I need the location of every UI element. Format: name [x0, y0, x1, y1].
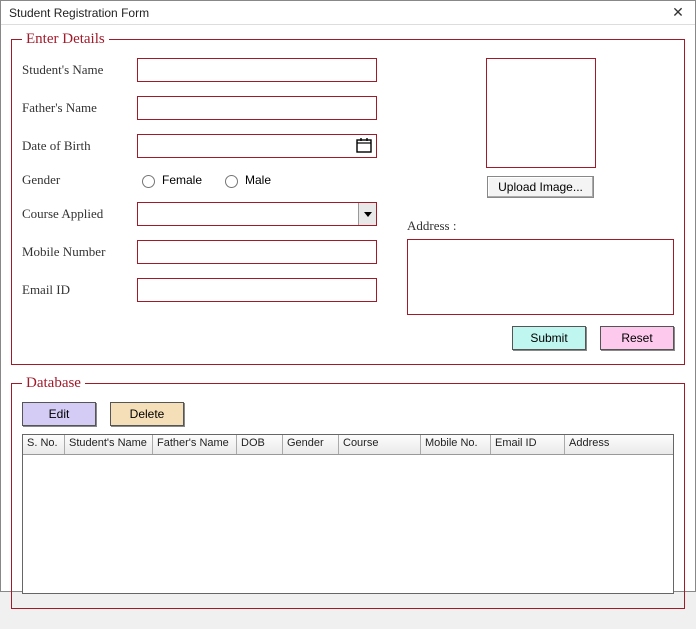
- course-combo[interactable]: [137, 202, 377, 226]
- reset-button[interactable]: Reset: [600, 326, 674, 350]
- database-legend: Database: [22, 375, 85, 392]
- gender-female-option[interactable]: Female: [137, 172, 202, 188]
- gender-female-radio[interactable]: [142, 175, 155, 188]
- dob-input[interactable]: [137, 134, 377, 158]
- col-father-name[interactable]: Father's Name: [153, 435, 237, 454]
- mobile-input[interactable]: [137, 240, 377, 264]
- calendar-icon[interactable]: [355, 136, 373, 154]
- edit-button[interactable]: Edit: [22, 402, 96, 426]
- grid-header: S. No. Student's Name Father's Name DOB …: [23, 435, 673, 455]
- photo-preview: [486, 58, 596, 168]
- course-label: Course Applied: [22, 206, 137, 222]
- content-area: Enter Details Student's Name Father's Na…: [1, 25, 695, 629]
- window-frame: Student Registration Form ✕ Enter Detail…: [0, 0, 696, 592]
- student-name-input[interactable]: [137, 58, 377, 82]
- father-name-input[interactable]: [137, 96, 377, 120]
- email-label: Email ID: [22, 282, 137, 298]
- gender-male-label: Male: [245, 173, 271, 187]
- photo-address-column: Upload Image... Address :: [407, 58, 674, 318]
- student-name-label: Student's Name: [22, 62, 137, 78]
- gender-label: Gender: [22, 172, 137, 188]
- address-textarea[interactable]: [407, 239, 674, 315]
- email-input[interactable]: [137, 278, 377, 302]
- col-course[interactable]: Course: [339, 435, 421, 454]
- database-group: Database Edit Delete S. No. Student's Na…: [11, 375, 685, 609]
- col-sno[interactable]: S. No.: [23, 435, 65, 454]
- col-student-name[interactable]: Student's Name: [65, 435, 153, 454]
- enter-details-group: Enter Details Student's Name Father's Na…: [11, 31, 685, 365]
- enter-details-legend: Enter Details: [22, 31, 109, 48]
- col-gender[interactable]: Gender: [283, 435, 339, 454]
- submit-button[interactable]: Submit: [512, 326, 586, 350]
- col-dob[interactable]: DOB: [237, 435, 283, 454]
- father-name-label: Father's Name: [22, 100, 137, 116]
- grid-body: [23, 455, 673, 594]
- col-mobile[interactable]: Mobile No.: [421, 435, 491, 454]
- mobile-label: Mobile Number: [22, 244, 137, 260]
- delete-button[interactable]: Delete: [110, 402, 184, 426]
- gender-male-radio[interactable]: [225, 175, 238, 188]
- combo-dropdown-icon[interactable]: [358, 203, 376, 225]
- gender-male-option[interactable]: Male: [220, 172, 271, 188]
- dob-label: Date of Birth: [22, 138, 137, 154]
- gender-female-label: Female: [162, 173, 202, 187]
- data-grid[interactable]: S. No. Student's Name Father's Name DOB …: [22, 434, 674, 594]
- col-address[interactable]: Address: [565, 435, 673, 454]
- col-email[interactable]: Email ID: [491, 435, 565, 454]
- close-icon[interactable]: ✕: [667, 4, 689, 22]
- form-fields-column: Student's Name Father's Name Date of Bir…: [22, 58, 377, 318]
- window-title: Student Registration Form: [9, 6, 149, 20]
- titlebar: Student Registration Form ✕: [1, 1, 695, 25]
- address-label: Address :: [407, 218, 674, 234]
- upload-image-button[interactable]: Upload Image...: [487, 176, 594, 198]
